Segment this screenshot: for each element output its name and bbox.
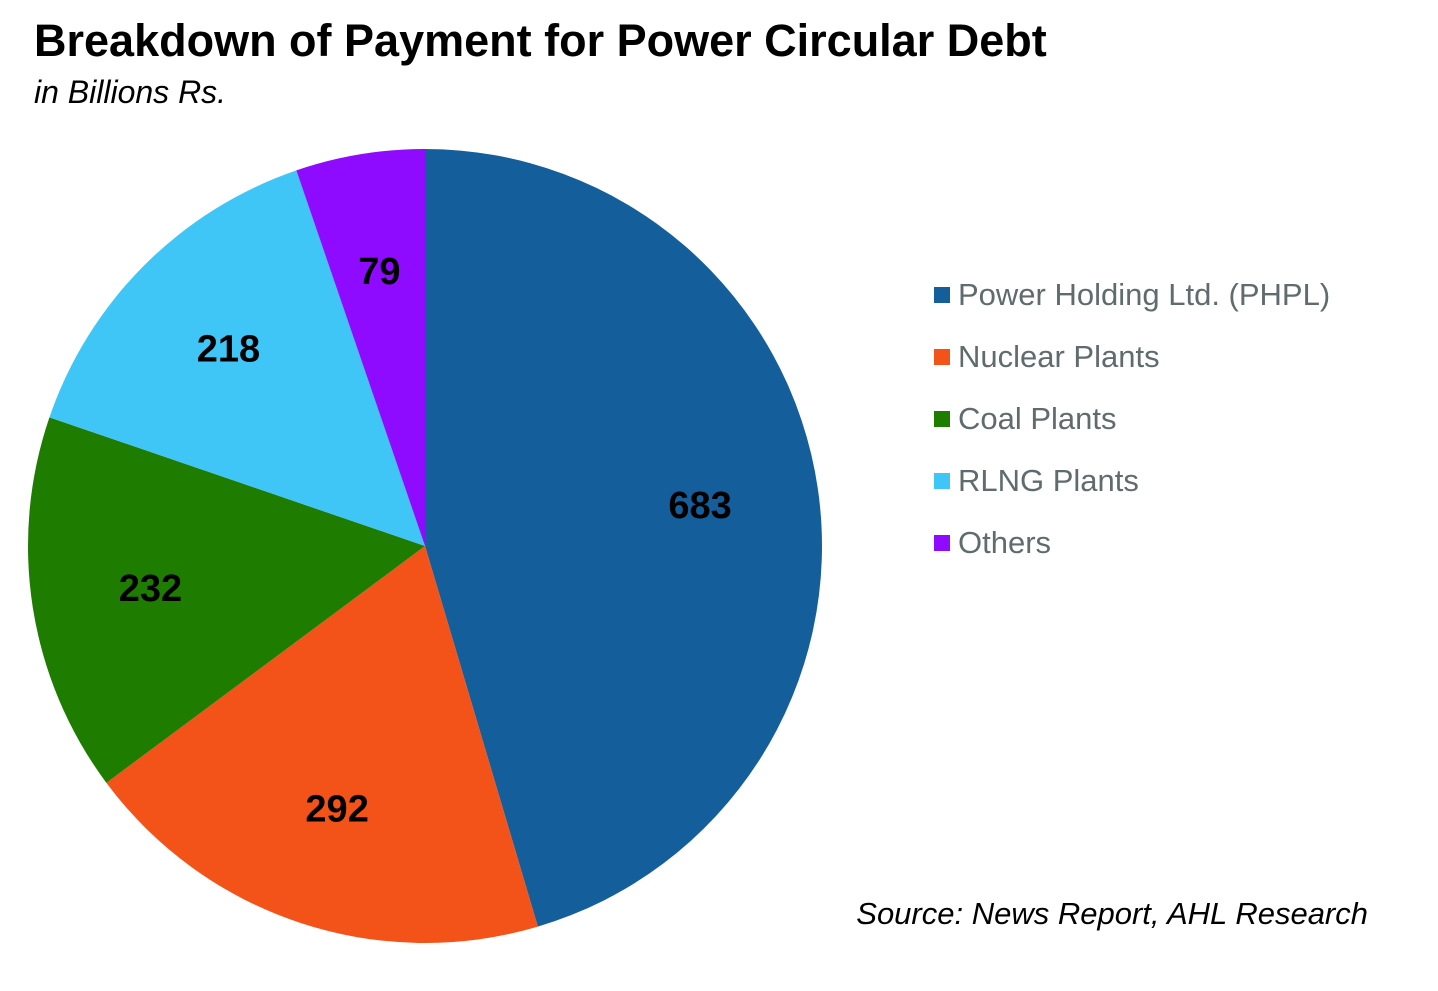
chart-legend: Power Holding Ltd. (PHPL) Nuclear Plants C… — [934, 264, 1330, 574]
chart-title: Breakdown of Payment for Power Circular … — [34, 15, 1047, 66]
legend-swatch-1 — [934, 349, 950, 365]
source-note: Source: News Report, AHL Research — [856, 896, 1368, 931]
legend-label-3: RLNG Plants — [958, 463, 1139, 498]
legend-item-1: Nuclear Plants — [934, 326, 1330, 388]
pie-slice-4 — [296, 149, 425, 546]
legend-item-0: Power Holding Ltd. (PHPL) — [934, 264, 1330, 326]
pie-slice-0 — [425, 149, 822, 927]
legend-item-3: RLNG Plants — [934, 450, 1330, 512]
slice-label-2: 232 — [119, 568, 182, 610]
pie-slice-3 — [49, 170, 426, 547]
slice-label-4: 79 — [358, 251, 400, 293]
legend-swatch-3 — [934, 473, 950, 489]
legend-swatch-4 — [934, 535, 950, 551]
legend-item-2: Coal Plants — [934, 388, 1330, 450]
slice-label-3: 218 — [197, 328, 260, 370]
legend-swatch-2 — [934, 411, 950, 427]
legend-label-0: Power Holding Ltd. (PHPL) — [958, 277, 1331, 312]
legend-label-4: Others — [958, 525, 1052, 560]
pie-slice-2 — [27, 417, 425, 783]
legend-item-4: Others — [934, 512, 1330, 574]
slice-label-1: 292 — [305, 789, 368, 831]
legend-label-1: Nuclear Plants — [958, 339, 1160, 374]
slice-label-0: 683 — [668, 485, 731, 527]
legend-label-2: Coal Plants — [958, 401, 1117, 436]
chart-subtitle: in Billions Rs. — [34, 74, 227, 110]
legend-swatch-0 — [934, 287, 950, 303]
pie-slice-1 — [106, 546, 538, 943]
